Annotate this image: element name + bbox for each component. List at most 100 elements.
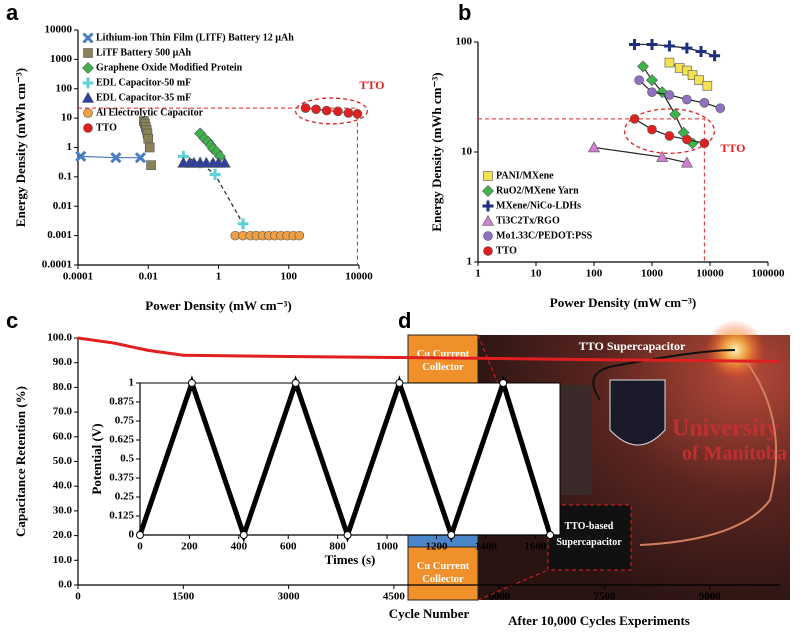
x-tick-label: 10000 — [345, 271, 373, 283]
y-tick-label: 0.75 — [115, 415, 135, 427]
y-tick-label: 0.25 — [115, 491, 135, 503]
series-line — [77, 336, 781, 363]
marker — [134, 152, 147, 164]
marker — [681, 42, 693, 54]
series-line — [183, 155, 244, 225]
x-tick-label: 100 — [586, 268, 603, 280]
guide-line — [78, 107, 358, 265]
layer-label: Cu Current Collector — [417, 349, 470, 373]
legend-marker — [82, 62, 94, 74]
marker — [143, 133, 154, 144]
y-tick-label: 0.125 — [109, 510, 134, 522]
x-tick-label: 0 — [137, 541, 143, 553]
annotation: TTO — [359, 78, 384, 92]
marker — [715, 103, 726, 114]
wire — [592, 349, 736, 401]
x-tick-label: 100000 — [752, 268, 786, 280]
layer — [407, 546, 479, 601]
marker — [311, 104, 321, 115]
y-tick-label: 1 — [67, 141, 73, 153]
marker — [695, 45, 707, 57]
x-axis-title: Power Density (mW cm⁻³) — [550, 295, 696, 310]
x-tick-label: 0.0001 — [63, 271, 93, 283]
marker — [663, 40, 675, 52]
point — [136, 531, 144, 539]
marker — [146, 160, 156, 170]
logo-shield — [609, 379, 666, 446]
marker — [699, 98, 710, 108]
guide-line — [478, 118, 705, 262]
y-tick-label: 0.375 — [109, 472, 134, 484]
y-tick-label: 60.0 — [53, 430, 73, 442]
y-axis-title: Potential (V) — [89, 423, 104, 494]
series-line — [593, 146, 688, 164]
point — [395, 379, 404, 387]
x-tick-label: 0.01 — [139, 271, 158, 283]
legend-marker — [82, 32, 94, 44]
y-axis-title: Energy Density (mWh cm⁻³) — [13, 68, 28, 227]
marker — [75, 150, 87, 162]
legend-label: Graphene Oxide Modified Protein — [96, 62, 243, 73]
x-tick-label: 1 — [475, 268, 481, 280]
logo-text: of Manitoba — [682, 443, 787, 465]
x-tick-label: 100 — [281, 271, 298, 283]
y-tick-label: 1000 — [50, 53, 73, 65]
legend-marker — [83, 123, 93, 133]
marker — [637, 60, 649, 73]
legend-label: TTO — [96, 122, 117, 133]
x-tick-label: 1200 — [425, 541, 448, 553]
annotation: TTO — [720, 141, 745, 155]
panel-label: c — [6, 308, 18, 333]
y-tick-label: 50.0 — [53, 455, 73, 467]
y-tick-label: 70.0 — [53, 406, 73, 418]
marker — [629, 38, 641, 50]
y-axis-title: Energy Density (mWh cm⁻³) — [429, 72, 444, 231]
y-tick-label: 10000 — [45, 24, 73, 36]
legend-marker — [81, 91, 95, 103]
x-tick-label: 3000 — [278, 591, 301, 603]
y-tick-label: 0.5 — [120, 453, 134, 465]
marker — [294, 230, 305, 241]
y-tick-label: 0.01 — [53, 200, 72, 212]
y-tick-label: 40.0 — [53, 480, 73, 492]
legend-marker — [482, 200, 494, 212]
marker — [587, 141, 601, 153]
y-tick-label: 0.0001 — [42, 259, 72, 271]
inset-frame — [139, 382, 561, 536]
point — [239, 531, 248, 539]
legend-marker — [83, 108, 93, 118]
y-axis-title: Capacitance Retention (%) — [13, 386, 28, 537]
y-tick-label: 10 — [461, 146, 473, 158]
x-tick-label: 400 — [231, 541, 248, 553]
marker — [669, 108, 682, 121]
marker — [682, 94, 692, 105]
marker — [664, 57, 675, 68]
x-tick-label: 600 — [280, 541, 297, 553]
marker — [333, 106, 343, 117]
y-tick-label: 0.875 — [109, 396, 134, 408]
marker — [680, 156, 693, 168]
x-tick-label: 0 — [75, 591, 81, 603]
x-tick-label: 6000 — [488, 591, 511, 603]
x-tick-label: 9000 — [699, 591, 722, 603]
y-tick-label: 1 — [467, 256, 473, 268]
legend-label: Mo1.33C/PEDOT:PSS — [496, 230, 593, 241]
marker — [144, 142, 155, 153]
x-axis-title: Times (s) — [325, 552, 376, 567]
legend-label: TTO — [496, 245, 517, 256]
legend-label: RuO2/MXene Yarn — [496, 185, 579, 196]
legend-label: LiTF Battery 500 µAh — [96, 47, 192, 58]
marker — [682, 134, 692, 145]
legend-label: EDL Capacitor-50 mF — [96, 77, 191, 88]
marker — [664, 90, 675, 100]
marker — [709, 50, 721, 62]
x-tick-label: 200 — [181, 541, 198, 553]
point — [499, 379, 508, 387]
marker — [647, 124, 657, 135]
y-tick-label: 10 — [61, 112, 73, 124]
legend-label: EDL Capacitor-35 mF — [96, 92, 191, 103]
y-tick-label: 100 — [456, 36, 473, 48]
marker — [646, 38, 658, 50]
panel-label: b — [458, 0, 471, 25]
legend-label: MXene/NiCo-LDHs — [496, 200, 581, 211]
